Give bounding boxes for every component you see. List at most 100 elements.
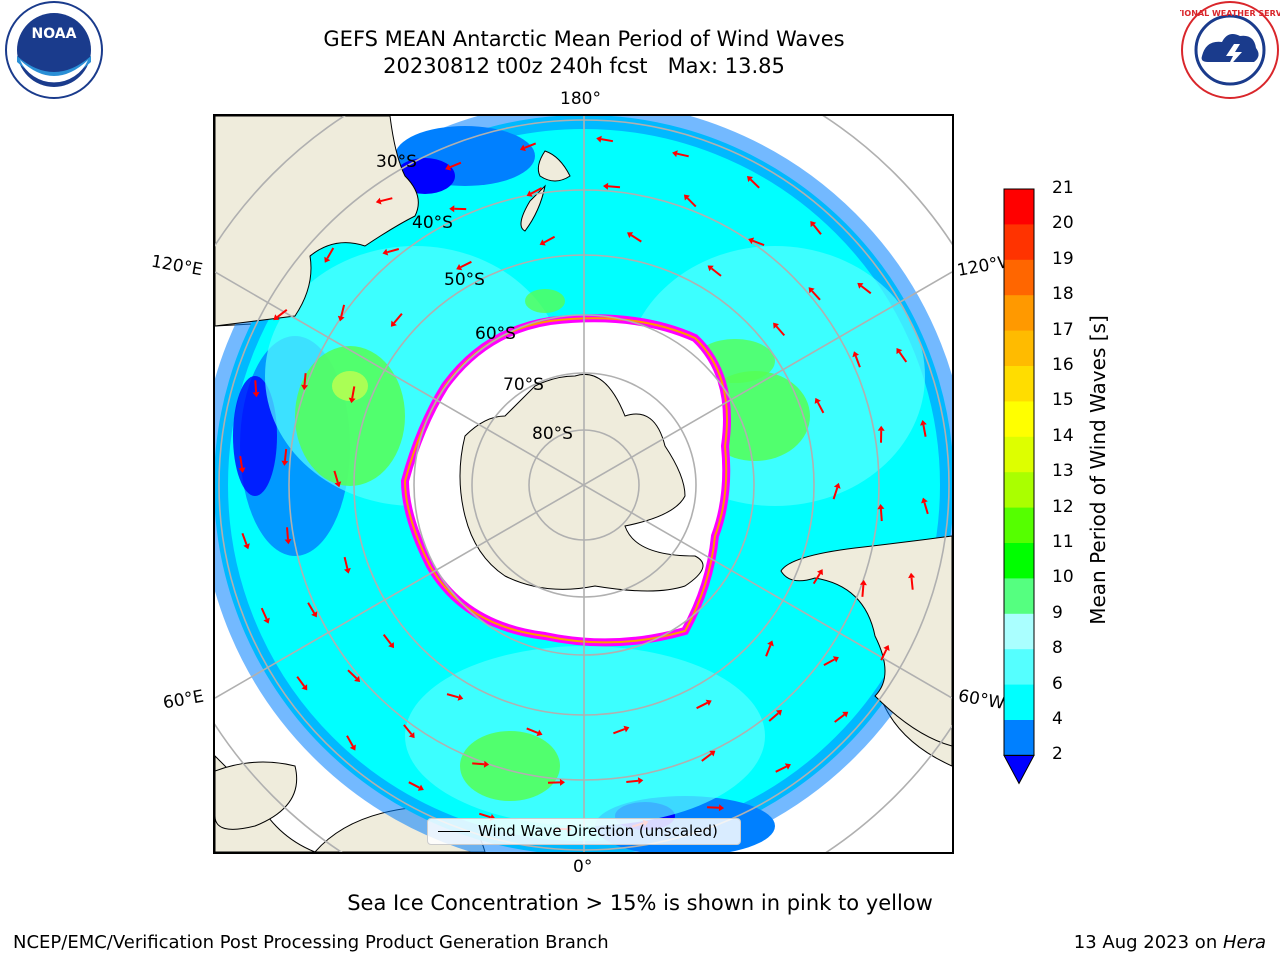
colorbar-band [1004, 366, 1034, 402]
wave-direction-arrow [630, 234, 642, 243]
colorbar-band [1004, 543, 1034, 579]
wave-direction-arrow [707, 806, 720, 809]
wave-direction-arrowhead [814, 397, 821, 404]
colorbar-tick-label: 8 [1052, 638, 1063, 659]
wave-direction-arrowhead [334, 481, 342, 488]
wave-direction-arrowhead [337, 315, 345, 322]
wave-direction-arrow [816, 401, 825, 414]
wave-direction-arrow [626, 779, 639, 783]
wave-direction-arrowhead [284, 539, 292, 545]
colorbar-tick-label: 17 [1052, 319, 1074, 340]
wave-direction-arrowhead [705, 699, 712, 706]
wave-direction-arrowhead [539, 239, 546, 246]
wave-direction-arrowhead [519, 144, 526, 152]
wave-direction-arrowhead [810, 221, 817, 228]
colorbar-tick-label: 15 [1052, 390, 1074, 411]
wave-direction-arrowhead [784, 763, 791, 770]
colorbar-tick-label: 18 [1052, 284, 1074, 305]
wave-direction-arrow [600, 138, 614, 143]
wave-direction-arrow [768, 712, 779, 722]
lon-label-0: 0° [573, 857, 593, 877]
wave-direction-arrowhead [920, 420, 927, 426]
colorbar-band [1004, 720, 1034, 756]
wave-direction-arrowhead [559, 778, 565, 786]
colorbar-band [1004, 507, 1034, 544]
wave-direction-arrow [382, 633, 392, 645]
wave-direction-arrow [923, 502, 929, 515]
colorbar-band [1004, 330, 1034, 367]
colorbar-tick-label: 11 [1052, 532, 1074, 552]
wave-direction-arrowhead [324, 256, 331, 263]
graticule [215, 116, 952, 852]
wave-direction-arrowhead [817, 569, 823, 576]
date-credit: 13 Aug 2023 on Hera [1074, 932, 1266, 953]
wave-direction-arrow [347, 669, 358, 680]
wave-direction-arrow [898, 351, 908, 363]
wave-direction-arrowhead [627, 232, 634, 239]
wave-direction-arrowhead [408, 732, 415, 739]
legend-line-swatch [438, 831, 470, 832]
lon-label-120e: 120°E [149, 251, 205, 281]
wave-direction-arrow [387, 248, 400, 254]
wave-direction-arrowhead [273, 314, 280, 321]
wave-direction-arrow [775, 325, 786, 337]
wave-direction-arrow [478, 812, 492, 819]
wave-direction-arrow [446, 693, 459, 699]
wave-direction-arrowhead [417, 784, 424, 791]
wave-direction-arrowhead [767, 640, 774, 647]
wave-direction-arrowhead [301, 684, 308, 691]
wave-direction-arrowhead [709, 750, 716, 757]
wave-direction-arrowhead [456, 264, 463, 271]
wave-direction-arrowhead [311, 611, 318, 618]
wave-direction-arrow [854, 355, 861, 368]
colorbar-band [1004, 189, 1034, 225]
wave-direction-arrowhead [344, 567, 351, 574]
lat-label-40s: 40°S [412, 213, 453, 233]
lat-label-50s: 50°S [444, 270, 485, 290]
wave-direction-arrowhead [833, 482, 841, 489]
wave-direction-arrowhead [348, 397, 356, 404]
wave-direction-arrow [283, 448, 288, 462]
wave-direction-arrowhead [748, 237, 755, 245]
svg-text:NOAA: NOAA [32, 26, 77, 42]
colorbar-tick-label: 14 [1052, 425, 1074, 446]
lat-label-60s: 60°S [475, 324, 516, 344]
machine-name: Hera [1222, 932, 1266, 953]
wave-direction-arrowhead [382, 248, 389, 256]
colorbar-tick-label: 20 [1052, 213, 1074, 234]
wave-direction-arrow [812, 224, 822, 235]
colorbar-band [1004, 649, 1034, 686]
colorbar-tick-label: 21 [1052, 178, 1074, 198]
wave-direction-arrow [832, 487, 839, 500]
wave-direction-arrow [861, 584, 865, 597]
wave-direction-arrow [823, 658, 835, 666]
wave-direction-arrowhead [252, 392, 260, 398]
wave-direction-arrow [449, 161, 462, 169]
wave-direction-arrowhead [263, 617, 270, 624]
wave-direction-arrowhead [877, 425, 885, 431]
wave-direction-arrow [696, 701, 708, 710]
wave-direction-arrow [346, 735, 354, 747]
lat-label-70s: 70°S [503, 375, 544, 395]
wave-direction-arrow [834, 713, 845, 723]
wave-direction-arrowhead [388, 642, 394, 649]
wave-direction-arrow [286, 527, 289, 540]
wave-direction-arrow [543, 235, 556, 244]
wave-direction-arrowhead [808, 287, 815, 294]
wave-direction-arrow [812, 572, 821, 585]
wave-direction-arrow [351, 386, 356, 399]
wave-direction-arrowhead [857, 282, 864, 289]
wave-direction-arrow [340, 304, 346, 317]
wave-direction-arrowhead [832, 656, 839, 663]
wave-direction-arrow [408, 781, 420, 789]
colorbar-tick-label: 6 [1052, 673, 1063, 694]
wave-direction-arrow [613, 728, 626, 735]
polar-map [213, 114, 954, 854]
wave-direction-arrow [910, 577, 914, 590]
wave-direction-arrow [326, 247, 335, 259]
south-america-land [780, 535, 952, 747]
noaa-logo: NOAA [4, 0, 104, 100]
wave-direction-arrowhead [281, 460, 289, 466]
colorbar-band [1004, 684, 1034, 721]
wave-direction-arrow [254, 380, 258, 393]
